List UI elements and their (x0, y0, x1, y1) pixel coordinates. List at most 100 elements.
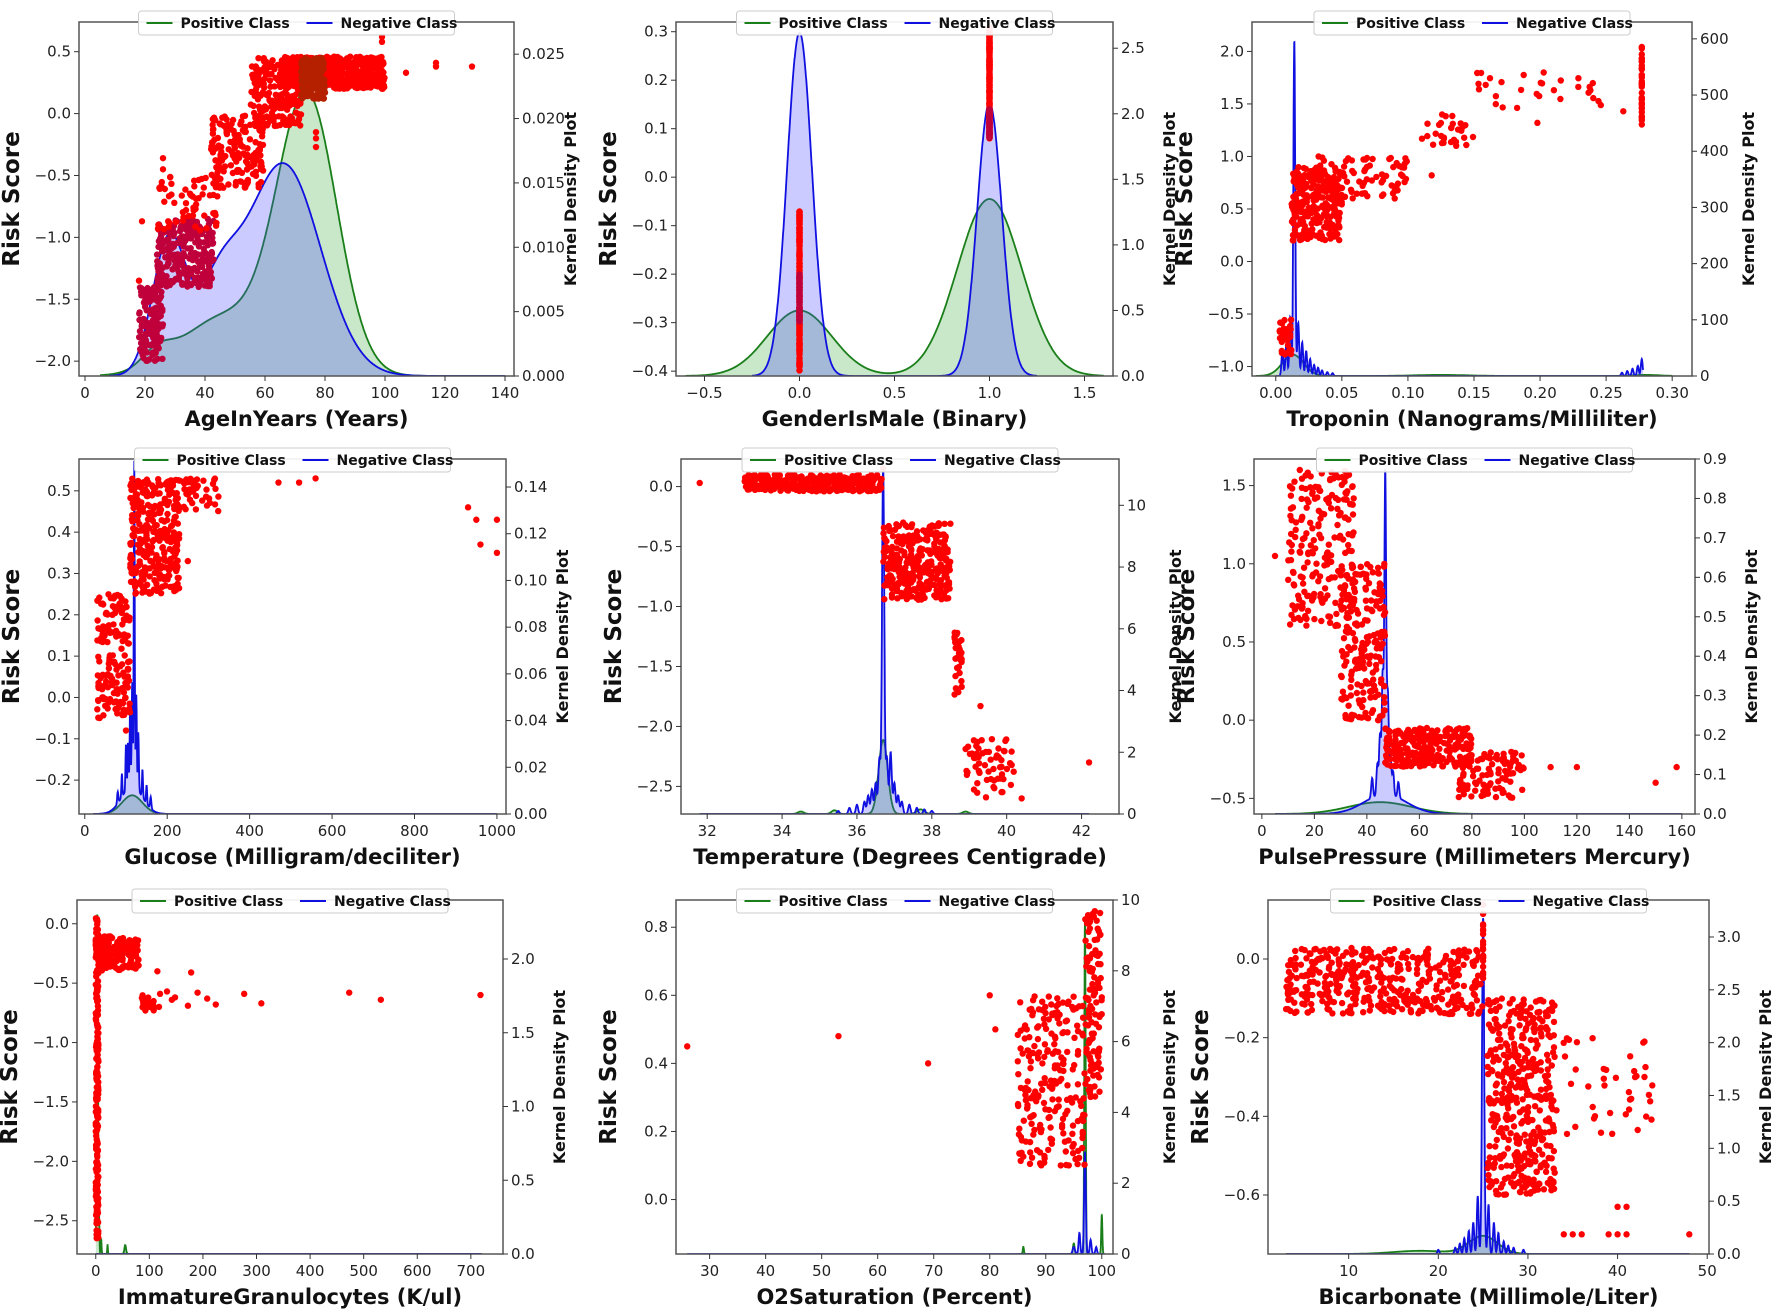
scatter-point (760, 484, 767, 491)
scatter-point (159, 154, 167, 162)
scatter-point (150, 489, 158, 496)
scatter-point (180, 270, 188, 277)
scatter-point (883, 537, 890, 545)
scatter-point (257, 178, 265, 186)
scatter-point (173, 538, 180, 545)
scatter-point (958, 636, 965, 644)
scatter-point (917, 549, 924, 557)
scatter-point (1305, 498, 1312, 506)
scatter-point (1330, 210, 1338, 217)
scatter-point (1303, 530, 1310, 537)
scatter-point (181, 478, 188, 485)
scatter-point (302, 59, 309, 66)
scatter-point (138, 321, 146, 328)
scatter-point (96, 658, 103, 665)
scatter-point (402, 69, 410, 76)
scatter-point (367, 68, 374, 76)
scatter-point (1357, 563, 1364, 570)
scatter-point (1317, 515, 1324, 522)
scatter-point (165, 193, 173, 200)
scatter-point (171, 199, 178, 206)
legend: Positive Class Negative Class (1316, 447, 1635, 473)
y2-tick-label: 300 (1700, 198, 1729, 216)
scatter-point (163, 516, 171, 524)
legend-negative-label: Negative Class (1516, 16, 1633, 32)
scatter-point (893, 545, 900, 552)
positive-class-kde-line (685, 198, 1104, 376)
scatter-point (1318, 510, 1325, 517)
scatter-point (192, 223, 199, 230)
scatter-point (176, 272, 183, 279)
scatter-point (114, 690, 121, 697)
scatter-point (151, 569, 158, 577)
scatter-point (137, 346, 144, 353)
scatter-point (143, 294, 150, 301)
y2-axis-label: Kernel Density Plot (1160, 112, 1179, 287)
scatter-point (918, 581, 925, 589)
scatter-point (122, 683, 129, 690)
scatter-point (1307, 519, 1314, 526)
scatter-point (771, 471, 778, 478)
scatter-point (231, 142, 238, 149)
scatter-point (1334, 222, 1342, 229)
scatter-point (1314, 494, 1321, 501)
scatter-point (1293, 176, 1301, 183)
scatter-point (159, 355, 166, 362)
scatter-point (120, 706, 128, 714)
legend: Positive Class Negative Class (1313, 10, 1633, 36)
scatter-point (1363, 605, 1371, 612)
scatter-point (1361, 617, 1369, 624)
y2-axis-label: Kernel Density Plot (1739, 112, 1758, 287)
scatter-point (1292, 232, 1300, 239)
scatter-point (288, 100, 295, 108)
scatter-point (126, 617, 133, 624)
y2-tick-label: 0.9 (1703, 450, 1727, 468)
scatter-point (1340, 163, 1348, 170)
scatter-point (282, 103, 290, 111)
scatter-point (1338, 184, 1346, 192)
scatter-point (876, 486, 883, 493)
scatter-point (913, 528, 921, 535)
scatter-point (1349, 483, 1356, 490)
scatter-point (1276, 327, 1284, 334)
scatter-point (1350, 598, 1358, 605)
scatter-point (1298, 542, 1305, 549)
scatter-point (161, 557, 168, 564)
scatter-point (1380, 707, 1388, 714)
scatter-point (180, 250, 187, 257)
scatter-point (1352, 578, 1359, 586)
scatter-point (1462, 122, 1469, 129)
x-tick-label: 80 (315, 384, 334, 402)
scatter-point (210, 114, 218, 121)
scatter-point (951, 691, 958, 698)
scatter-point (195, 274, 202, 281)
scatter-point (209, 240, 217, 247)
scatter-point (104, 638, 111, 646)
scatter-point (278, 91, 286, 98)
y2-tick-label: 0.04 (514, 712, 547, 730)
scatter-point (796, 255, 803, 262)
scatter-point (1319, 599, 1326, 606)
scatter-point (165, 567, 173, 574)
scatter-point (162, 582, 169, 589)
scatter-point (791, 484, 799, 491)
scatter-point (217, 175, 224, 182)
scatter-point (796, 264, 803, 271)
scatter-point (217, 153, 224, 160)
scatter-point (252, 155, 260, 162)
risk-score-points (1271, 466, 1680, 801)
x-tick-label: 0.25 (1589, 384, 1622, 402)
scatter-point (162, 481, 170, 488)
scatter-point (997, 775, 1004, 782)
scatter-point (276, 104, 283, 112)
scatter-point (96, 714, 103, 722)
scatter-point (1293, 168, 1300, 175)
scatter-point (154, 341, 161, 348)
scatter-point (1315, 153, 1322, 160)
scatter-point (143, 357, 150, 364)
scatter-point (842, 474, 849, 482)
scatter-point (905, 586, 913, 594)
scatter-point (986, 54, 993, 62)
scatter-point (271, 83, 278, 90)
